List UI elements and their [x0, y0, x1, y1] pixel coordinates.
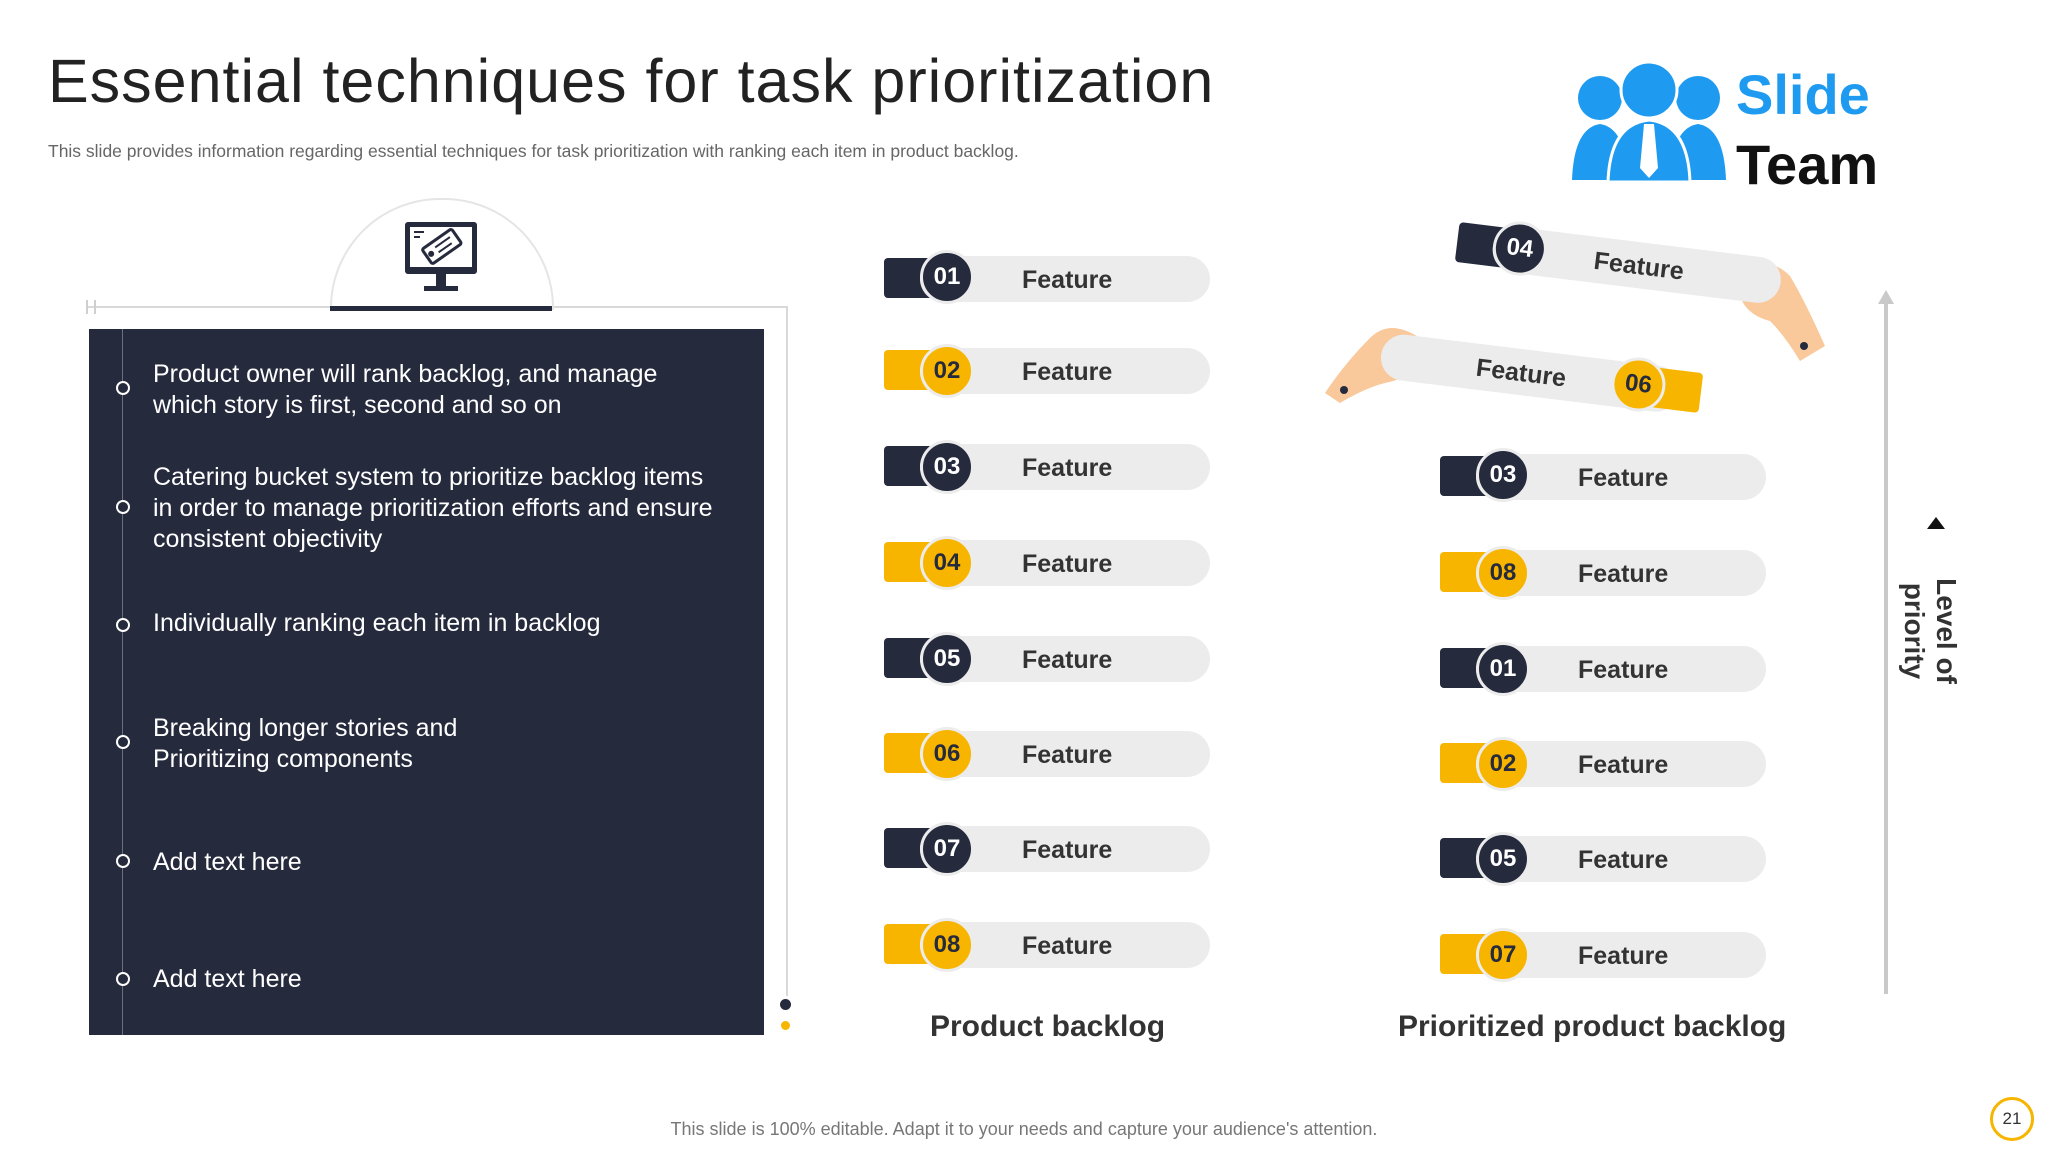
bullet-text: Add text here	[153, 965, 302, 993]
page-subtitle: This slide provides information regardin…	[48, 141, 1019, 161]
decor-dot	[781, 1021, 790, 1030]
item-label: Feature	[1578, 464, 1669, 492]
item-number: 01	[920, 250, 974, 304]
item-number: 03	[920, 440, 974, 494]
item-label: Feature	[1578, 846, 1669, 874]
item-number: 06	[920, 727, 974, 781]
priority-axis-label: Level of priority	[1899, 578, 1962, 684]
item-number: 03	[1476, 448, 1530, 502]
logo-text-team: Team	[1736, 133, 1879, 196]
bullet-text: Individually ranking each item in backlo…	[153, 609, 601, 637]
item-label: Feature	[1022, 266, 1113, 294]
connector-line	[786, 306, 788, 996]
item-label: Feature	[1578, 942, 1669, 970]
item-label: Feature	[1578, 560, 1669, 588]
item-label: Feature	[1022, 932, 1113, 960]
item-label: Feature	[1022, 646, 1113, 674]
item-number: 08	[920, 918, 974, 972]
item-number: 01	[1476, 642, 1530, 696]
bullet-marker	[116, 500, 130, 514]
moving-item: 04 Feature	[1454, 212, 1789, 312]
item-number: 04	[920, 536, 974, 590]
up-arrow-icon	[1927, 517, 1945, 529]
item-number: 07	[1476, 928, 1530, 982]
timeline-line	[122, 329, 123, 1035]
prioritized-backlog-label: Prioritized product backlog	[1398, 1010, 1787, 1043]
item-number: 02	[1476, 737, 1530, 791]
item-label: Feature	[1022, 741, 1113, 769]
axis-arrow-head	[1878, 290, 1894, 304]
item-label: Feature	[1022, 836, 1113, 864]
page-number: 21	[1990, 1097, 2034, 1141]
connector-tick	[86, 300, 88, 314]
item-label: Feature	[1578, 751, 1669, 779]
bullet-marker	[116, 735, 130, 749]
bullet-marker	[116, 972, 130, 986]
item-label: Feature	[1578, 656, 1669, 684]
decor-dot	[780, 999, 791, 1010]
bullet-marker	[116, 618, 130, 632]
item-number: 05	[1476, 832, 1530, 886]
bullet-text: Add text here	[153, 848, 302, 876]
moving-item: 06 Feature	[1378, 324, 1713, 424]
people-group-icon	[1572, 60, 1726, 184]
item-label: Feature	[1022, 550, 1113, 578]
item-number: 05	[920, 632, 974, 686]
bullet-marker	[116, 854, 130, 868]
item-number: 02	[920, 344, 974, 398]
item-number: 08	[1476, 546, 1530, 600]
monitor-tag-icon	[405, 222, 477, 291]
techniques-panel	[89, 329, 764, 1035]
item-label: Feature	[1022, 454, 1113, 482]
bullet-text: Catering bucket system to prioritize bac…	[153, 463, 713, 553]
priority-axis-line	[1884, 300, 1888, 994]
bullet-text: Breaking longer stories and Prioritizing…	[153, 714, 458, 773]
bullet-text: Product owner will rank backlog, and man…	[153, 360, 658, 419]
icon-dome-base	[330, 306, 552, 311]
bullet-marker	[116, 381, 130, 395]
item-label: Feature	[1022, 358, 1113, 386]
connector-tick	[94, 300, 96, 314]
logo-text-slide: Slide	[1736, 63, 1870, 126]
item-number: 07	[920, 822, 974, 876]
product-backlog-label: Product backlog	[930, 1010, 1166, 1043]
page-title: Essential techniques for task prioritiza…	[48, 47, 1215, 115]
footer-text: This slide is 100% editable. Adapt it to…	[670, 1119, 1378, 1139]
